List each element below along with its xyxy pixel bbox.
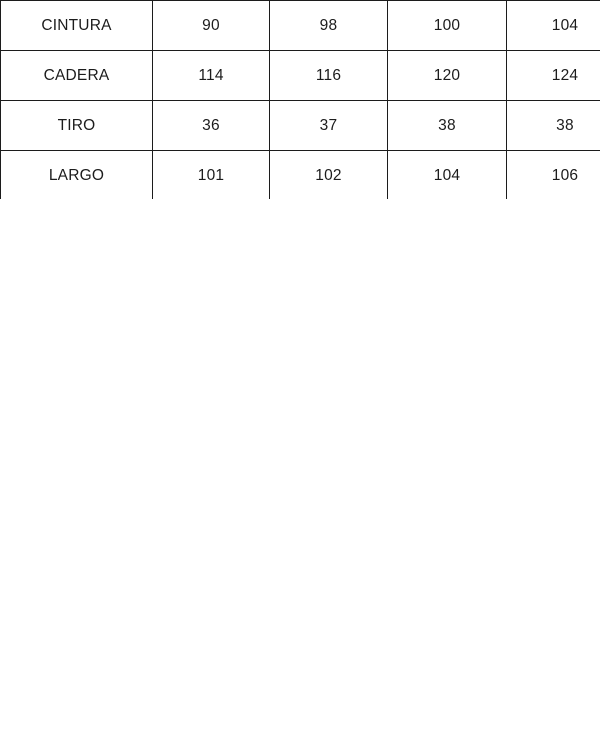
- cell-cintura-col2: 98: [269, 0, 388, 51]
- cell-cintura-col4: 104: [506, 0, 600, 51]
- page-blank-area: [0, 199, 600, 750]
- cell-largo-col1: 101: [152, 150, 270, 201]
- cell-cadera-col3: 120: [387, 50, 507, 101]
- table-row: TIRO 36 37 38 38: [0, 100, 600, 151]
- table-row: CADERA 114 116 120 124: [0, 50, 600, 101]
- cell-cintura-col3: 100: [387, 0, 507, 51]
- cell-tiro-col3: 38: [387, 100, 507, 151]
- cell-largo-col3: 104: [387, 150, 507, 201]
- cell-tiro-col4: 38: [506, 100, 600, 151]
- row-label-cintura: CINTURA: [0, 0, 153, 51]
- cell-cadera-col4: 124: [506, 50, 600, 101]
- cell-tiro-col1: 36: [152, 100, 270, 151]
- cell-largo-col4: 106: [506, 150, 600, 201]
- row-label-cadera: CADERA: [0, 50, 153, 101]
- row-label-largo: LARGO: [0, 150, 153, 201]
- cell-largo-col2: 102: [269, 150, 388, 201]
- cell-tiro-col2: 37: [269, 100, 388, 151]
- table-row: CINTURA 90 98 100 104: [0, 0, 600, 51]
- row-label-tiro: TIRO: [0, 100, 153, 151]
- cell-cadera-col1: 114: [152, 50, 270, 101]
- cell-cintura-col1: 90: [152, 0, 270, 51]
- cell-cadera-col2: 116: [269, 50, 388, 101]
- size-measurement-table: CINTURA 90 98 100 104 CADERA 114 116 120…: [0, 0, 600, 201]
- table-body: CINTURA 90 98 100 104 CADERA 114 116 120…: [0, 0, 600, 201]
- table-row: LARGO 101 102 104 106: [0, 150, 600, 201]
